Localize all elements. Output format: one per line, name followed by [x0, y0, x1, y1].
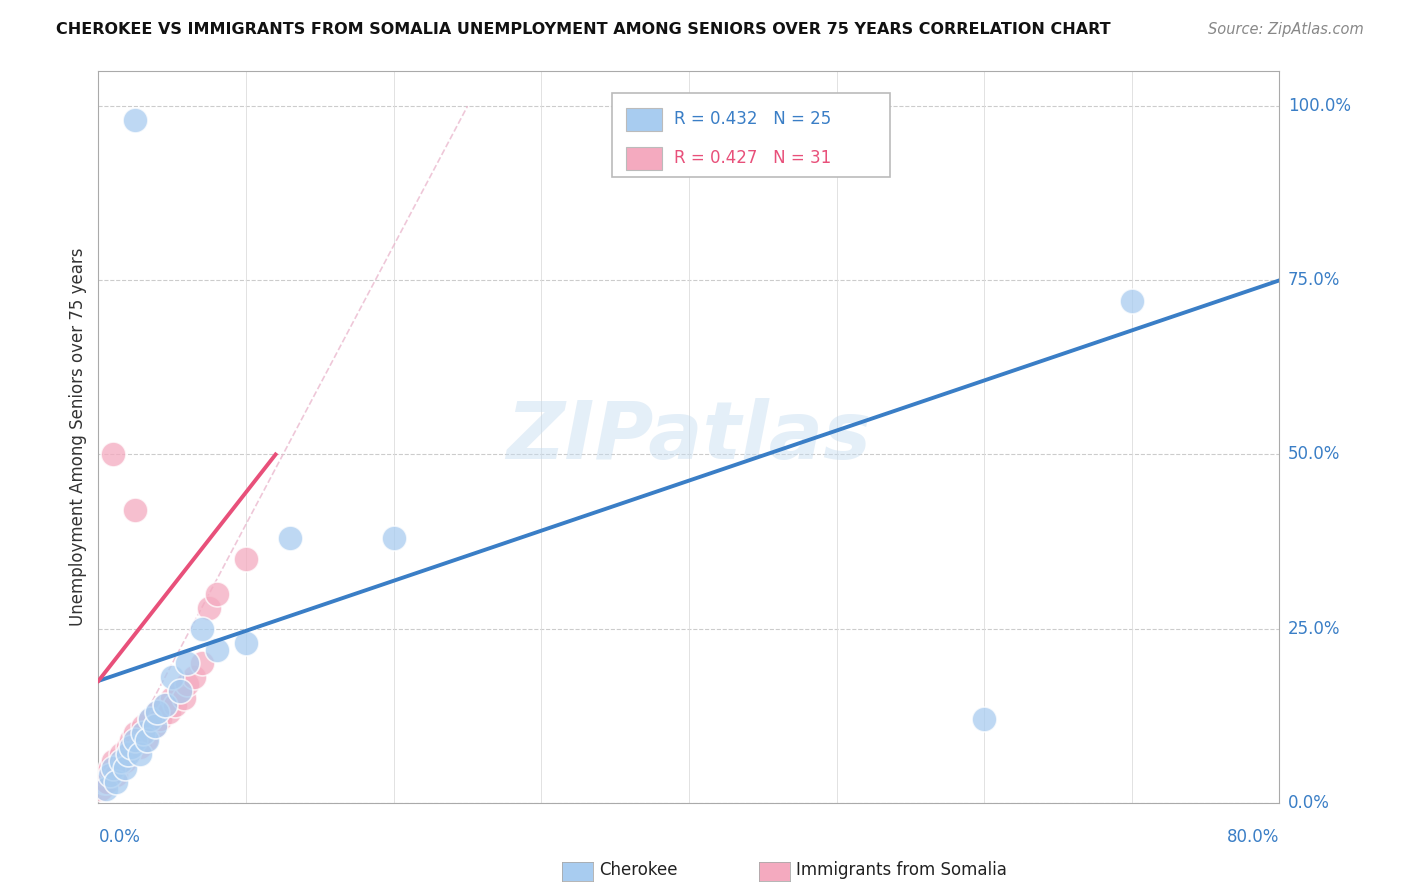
Point: [153, 698, 176, 713]
Point: [93, 775, 115, 789]
Point: [176, 677, 198, 691]
Point: [114, 754, 136, 768]
Point: [124, 733, 146, 747]
Text: 0.0%: 0.0%: [1288, 794, 1330, 812]
Point: [117, 747, 139, 761]
Point: [103, 761, 125, 775]
Point: [110, 754, 132, 768]
Y-axis label: Unemployment Among Seniors over 75 years: Unemployment Among Seniors over 75 years: [69, 248, 87, 626]
Point: [94, 781, 117, 796]
Text: 25.0%: 25.0%: [1288, 620, 1340, 638]
Point: [135, 733, 157, 747]
Point: [120, 740, 142, 755]
Point: [162, 691, 183, 706]
Point: [165, 698, 187, 713]
Point: [103, 754, 125, 768]
Point: [98, 761, 121, 775]
Point: [169, 684, 191, 698]
Point: [117, 740, 139, 755]
Point: [382, 531, 405, 545]
Point: [110, 747, 132, 761]
Text: 80.0%: 80.0%: [1227, 828, 1279, 846]
Point: [162, 670, 183, 684]
Point: [157, 705, 180, 719]
Point: [973, 712, 995, 726]
Text: 75.0%: 75.0%: [1288, 271, 1340, 289]
Point: [146, 705, 169, 719]
Point: [191, 622, 214, 636]
Point: [143, 719, 166, 733]
Point: [153, 698, 176, 713]
Point: [96, 775, 118, 789]
Point: [90, 781, 112, 796]
Point: [191, 657, 214, 671]
Point: [120, 733, 142, 747]
Text: R = 0.427   N = 31: R = 0.427 N = 31: [673, 149, 831, 167]
Bar: [626, 108, 662, 131]
Point: [1121, 294, 1143, 309]
Point: [169, 684, 191, 698]
Point: [124, 503, 146, 517]
Point: [132, 726, 155, 740]
Text: Source: ZipAtlas.com: Source: ZipAtlas.com: [1208, 22, 1364, 37]
Text: 100.0%: 100.0%: [1288, 97, 1351, 115]
Text: ZIPatlas: ZIPatlas: [506, 398, 872, 476]
Point: [205, 642, 228, 657]
Point: [139, 712, 162, 726]
Point: [149, 712, 172, 726]
Point: [124, 113, 146, 128]
Point: [183, 670, 205, 684]
Text: Cherokee: Cherokee: [599, 861, 678, 879]
Point: [114, 761, 136, 775]
Point: [139, 712, 162, 726]
Point: [94, 768, 117, 782]
Bar: [626, 146, 662, 170]
Point: [103, 448, 125, 462]
Point: [205, 587, 228, 601]
Point: [124, 726, 146, 740]
Point: [235, 635, 257, 649]
Text: R = 0.432   N = 25: R = 0.432 N = 25: [673, 110, 831, 128]
Point: [198, 600, 221, 615]
Text: 0.0%: 0.0%: [98, 828, 141, 846]
Point: [143, 719, 166, 733]
FancyBboxPatch shape: [612, 94, 890, 178]
Point: [176, 657, 198, 671]
Point: [278, 531, 302, 545]
Point: [235, 552, 257, 566]
Point: [128, 747, 150, 761]
Point: [173, 691, 195, 706]
Text: CHEROKEE VS IMMIGRANTS FROM SOMALIA UNEMPLOYMENT AMONG SENIORS OVER 75 YEARS COR: CHEROKEE VS IMMIGRANTS FROM SOMALIA UNEM…: [56, 22, 1111, 37]
Point: [146, 705, 169, 719]
Point: [136, 733, 159, 747]
Point: [105, 775, 128, 789]
Point: [132, 719, 155, 733]
Point: [105, 768, 128, 782]
Point: [98, 768, 121, 782]
Text: Immigrants from Somalia: Immigrants from Somalia: [796, 861, 1007, 879]
Point: [128, 740, 150, 755]
Text: 50.0%: 50.0%: [1288, 445, 1340, 464]
